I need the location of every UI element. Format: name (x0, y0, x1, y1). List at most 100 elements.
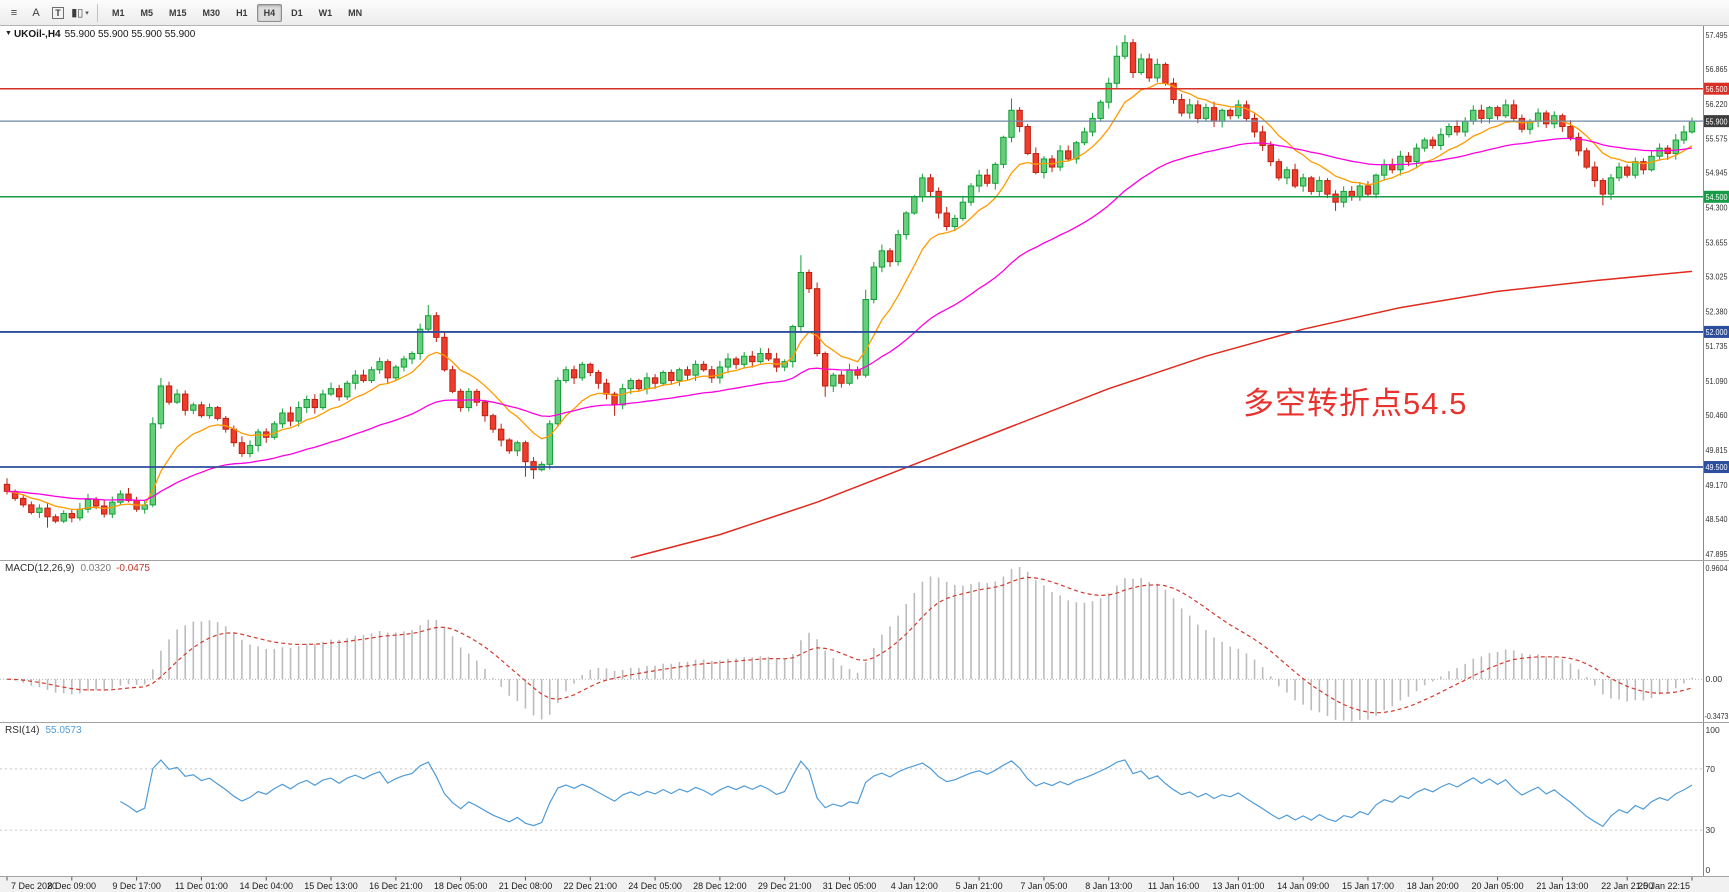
svg-text:18 Dec 05:00: 18 Dec 05:00 (434, 881, 488, 891)
svg-text:15 Jan 17:00: 15 Jan 17:00 (1342, 881, 1394, 891)
timeframe-button-h4[interactable]: H4 (256, 3, 283, 22)
svg-text:48.540: 48.540 (1706, 514, 1728, 524)
svg-text:14 Dec 04:00: 14 Dec 04:00 (239, 881, 293, 891)
toolbar-separator (97, 3, 98, 22)
svg-text:0: 0 (1706, 865, 1711, 875)
time-axis: 7 Dec 2020 8 Dec 09:00 9 Dec 17:00 11 Dec 0… (0, 876, 1729, 892)
svg-text:52.000: 52.000 (1706, 327, 1728, 337)
svg-text:57.495: 57.495 (1706, 30, 1728, 40)
rsi-panel: 100 70 30 0 RSI(14) 55.0573 (0, 722, 1729, 876)
charts-toolbar-icon-glyph: ≡ (10, 6, 18, 19)
rsi-name: RSI(14) (5, 725, 40, 736)
moving-averages-layer (6, 82, 1693, 559)
arrow-cursor-tool-glyph: A (32, 6, 40, 19)
rsi-line (120, 759, 1693, 828)
ma-mid-line (6, 137, 1693, 502)
text-label-tool[interactable]: T (47, 2, 69, 24)
svg-text:55.900: 55.900 (1706, 116, 1728, 126)
svg-text:56.865: 56.865 (1706, 64, 1728, 74)
svg-text:13 Jan 01:00: 13 Jan 01:00 (1212, 881, 1264, 891)
svg-text:7 Jan 05:00: 7 Jan 05:00 (1020, 881, 1067, 891)
svg-text:28 Dec 12:00: 28 Dec 12:00 (693, 881, 747, 891)
macd-signal-line (6, 576, 1693, 714)
svg-text:30: 30 (1706, 825, 1716, 835)
timeframe-button-group: M1 M5 M15 M30 H1 H4 D1 W1 MN (104, 3, 370, 22)
svg-text:9 Dec 17:00: 9 Dec 17:00 (112, 881, 161, 891)
svg-text:50.460: 50.460 (1706, 410, 1728, 420)
svg-text:29 Dec 21:00: 29 Dec 21:00 (758, 881, 812, 891)
timeframe-button-m1[interactable]: M1 (112, 7, 125, 18)
rsi-value: 55.0573 (45, 725, 82, 736)
chart-expander-icon[interactable]: ▼ (5, 30, 12, 37)
timeframe-button-m30[interactable]: M30 (202, 7, 221, 18)
svg-text:15 Dec 13:00: 15 Dec 13:00 (304, 881, 358, 891)
timeframe-button-w1[interactable]: W1 (318, 7, 333, 18)
timeframe-button-h1[interactable]: H1 (236, 7, 248, 18)
macd-chart[interactable]: 0.9604 0.00 -0.3473 (0, 561, 1729, 722)
charts-toolbar-icon[interactable]: ≡ (3, 2, 25, 24)
timeframe-button-m5[interactable]: M5 (140, 7, 154, 18)
svg-text:54.500: 54.500 (1706, 192, 1728, 202)
svg-text:51.735: 51.735 (1706, 341, 1728, 351)
svg-text:22 Jan 21:00: 22 Jan 21:00 (1601, 881, 1653, 891)
svg-text:7 Dec 2020: 7 Dec 2020 (11, 881, 57, 891)
svg-text:0.9604: 0.9604 (1706, 563, 1728, 573)
svg-text:20 Jan 05:00: 20 Jan 05:00 (1472, 881, 1524, 891)
svg-text:49.815: 49.815 (1706, 445, 1728, 455)
candlestick-chart[interactable]: 57.495 56.865 56.220 55.575 54.945 54.300 53.6… (0, 26, 1729, 560)
quote-values: 55.900 55.900 55.900 55.900 (64, 29, 196, 40)
svg-text:52.380: 52.380 (1706, 306, 1728, 316)
svg-text:70: 70 (1706, 764, 1716, 774)
macd-name: MACD(12,26,9) (5, 563, 75, 574)
svg-text:49.170: 49.170 (1706, 480, 1728, 490)
timeframe-button-mn[interactable]: MN (348, 7, 363, 18)
timeframe-button-m15[interactable]: M15 (169, 7, 187, 18)
svg-text:56.500: 56.500 (1706, 84, 1728, 94)
svg-text:49.500: 49.500 (1706, 462, 1728, 472)
chart-type-tool-glyph: ▮▯ (71, 7, 84, 19)
svg-text:21 Jan 13:00: 21 Jan 13:00 (1536, 881, 1588, 891)
svg-text:-0.3473: -0.3473 (1705, 711, 1729, 721)
svg-text:21 Dec 08:00: 21 Dec 08:00 (499, 881, 553, 891)
macd-title: MACD(12,26,9) 0.0320 -0.0475 (5, 563, 150, 574)
svg-text:8 Jan 13:00: 8 Jan 13:00 (1085, 881, 1132, 891)
svg-text:25 Jan 22:15: 25 Jan 22:15 (1638, 881, 1690, 891)
main-plot-layer (3, 35, 1696, 559)
candles-layer (3, 35, 1696, 528)
svg-text:53.655: 53.655 (1706, 237, 1728, 247)
ma-fast-line (6, 82, 1693, 511)
svg-text:4 Jan 12:00: 4 Jan 12:00 (891, 881, 938, 891)
svg-text:54.945: 54.945 (1706, 168, 1728, 178)
svg-text:5 Jan 21:00: 5 Jan 21:00 (956, 881, 1003, 891)
svg-text:47.895: 47.895 (1706, 549, 1728, 559)
svg-text:11 Jan 16:00: 11 Jan 16:00 (1148, 881, 1199, 891)
svg-text:56.220: 56.220 (1706, 99, 1728, 109)
svg-text:22 Dec 21:00: 22 Dec 21:00 (563, 881, 617, 891)
arrow-cursor-tool[interactable]: A (25, 2, 47, 24)
ma-slow-line (630, 270, 1693, 559)
chart-title: ▼ UKOil-,H4 55.900 55.900 55.900 55.900 (5, 29, 195, 40)
main-chart-panel: 57.495 56.865 56.220 55.575 54.945 54.300 53.6… (0, 26, 1729, 560)
rsi-chart[interactable]: 100 70 30 0 (0, 723, 1729, 876)
timeframe-button-d1[interactable]: D1 (291, 7, 303, 18)
svg-text:8 Dec 09:00: 8 Dec 09:00 (48, 881, 97, 891)
chart-type-tool[interactable]: ▮▯ ▾ (69, 2, 91, 24)
macd-histogram (14, 567, 1693, 722)
svg-text:55.575: 55.575 (1706, 134, 1728, 144)
svg-text:54.300: 54.300 (1706, 203, 1728, 213)
annotation-text[interactable]: 多空转折点54.5 (1243, 386, 1468, 421)
svg-text:18 Jan 20:00: 18 Jan 20:00 (1407, 881, 1459, 891)
chart-toolbar: ≡ A T ▮▯ ▾ M1 M5 M15 M30 H1 H4 D1 W1 MN (0, 0, 1729, 26)
svg-text:0.00: 0.00 (1706, 674, 1723, 684)
dropdown-caret-icon: ▾ (85, 9, 89, 17)
svg-text:16 Dec 21:00: 16 Dec 21:00 (369, 881, 423, 891)
svg-text:24 Dec 05:00: 24 Dec 05:00 (628, 881, 682, 891)
hlines-layer (0, 87, 1703, 468)
macd-signal-value: -0.0475 (116, 563, 150, 574)
svg-text:100: 100 (1706, 725, 1720, 735)
svg-text:53.025: 53.025 (1706, 272, 1728, 282)
svg-text:14 Jan 09:00: 14 Jan 09:00 (1277, 881, 1329, 891)
price-axis: 57.495 56.865 56.220 55.575 54.945 54.300 53.6… (1703, 26, 1729, 560)
rsi-title: RSI(14) 55.0573 (5, 725, 82, 736)
